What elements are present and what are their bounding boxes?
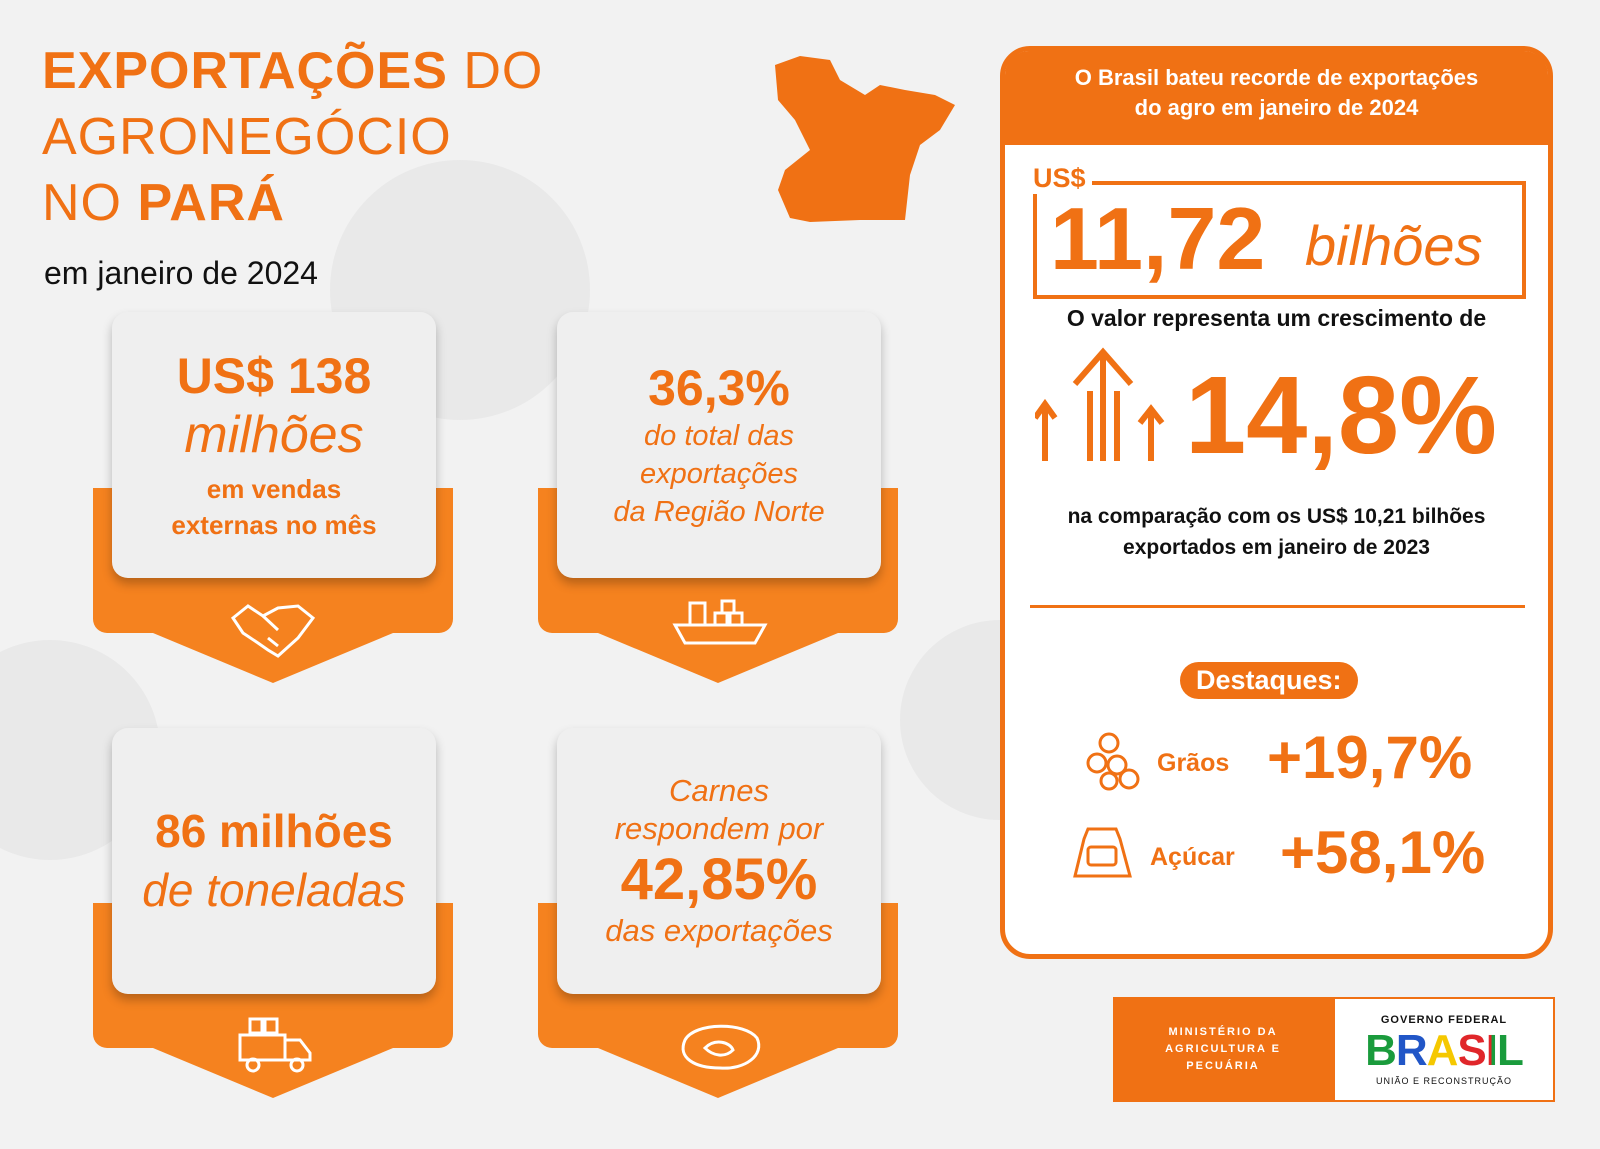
- amount-unit: bilhões: [1305, 214, 1483, 277]
- divider: [1030, 605, 1525, 608]
- ship-icon: [672, 599, 768, 645]
- meat-icon: [681, 1024, 761, 1070]
- ministry-line: PECUÁRIA: [1186, 1060, 1260, 1072]
- card: Carnes respondem por 42,85% das exportaç…: [557, 728, 881, 994]
- highlight-value: +58,1%: [1280, 819, 1486, 886]
- card-unit: milhões: [184, 406, 364, 464]
- title-line: AGRONEGÓCIO: [42, 108, 452, 166]
- ministry-logo: MINISTÉRIO DA AGRICULTURA E PECUÁRIA: [1113, 997, 1333, 1102]
- card-value: US$ 138: [176, 348, 372, 404]
- panel-header-line: do agro em janeiro de 2024: [1134, 95, 1419, 120]
- card-text: do total das: [644, 420, 794, 452]
- amount: 11,72: [1050, 189, 1266, 288]
- summary-panel: O Brasil bateu recorde de exportações do…: [1000, 46, 1553, 959]
- currency: US$: [1027, 163, 1092, 194]
- card-value: 36,3%: [648, 360, 790, 416]
- growth-arrows: [1035, 347, 1165, 461]
- title-light: NO: [42, 174, 122, 232]
- comparison-line: exportados em janeiro de 2023: [1123, 536, 1430, 559]
- card-text: exportações: [640, 458, 798, 490]
- government-logo: GOVERNO FEDERAL BRASIL UNIÃO E RECONSTRU…: [1333, 997, 1555, 1102]
- card-text: Carnes: [669, 773, 769, 808]
- highlight-label: Grãos: [1157, 749, 1230, 777]
- card-text: da Região Norte: [613, 496, 825, 528]
- sugar-icon: [1073, 827, 1132, 878]
- growth-intro: O valor representa um crescimento de: [1066, 305, 1487, 331]
- card: 36,3% do total das exportações da Região…: [557, 312, 881, 578]
- government-label: GOVERNO FEDERAL: [1380, 1013, 1508, 1026]
- card-text: de toneladas: [142, 864, 406, 916]
- panel-header: O Brasil bateu recorde de exportações do…: [1005, 51, 1548, 145]
- card: US$ 138 milhões em vendas externas no mê…: [112, 312, 436, 578]
- comparison-line: na comparação com os US$ 10,21 bilhões: [1067, 505, 1486, 528]
- amount-box: [1033, 181, 1526, 299]
- card-value: 86 milhões: [155, 805, 393, 857]
- state-map: [775, 56, 955, 222]
- handshake-icon: [230, 604, 316, 658]
- brand: BRASIL: [1365, 1025, 1524, 1075]
- truck-icon: [238, 1017, 312, 1073]
- card-pointer: [598, 633, 838, 683]
- ministry-line: MINISTÉRIO DA: [1168, 1026, 1278, 1038]
- grain-icon: [1086, 732, 1140, 791]
- card-text: externas no mês: [171, 510, 377, 540]
- tagline: UNIÃO E RECONSTRUÇÃO: [1375, 1075, 1512, 1086]
- card-text: das exportações: [605, 913, 833, 948]
- title-light: DO: [463, 42, 544, 100]
- growth-value: 14,8%: [1185, 354, 1497, 477]
- card-text: em vendas: [206, 474, 342, 504]
- comparison: na comparação com os US$ 10,21 bilhões e…: [1005, 501, 1548, 563]
- subtitle: em janeiro de 2024: [44, 255, 318, 291]
- highlight-label: Açúcar: [1150, 843, 1235, 871]
- title-bold: EXPORTAÇÕES: [42, 42, 448, 100]
- title-bold: PARÁ: [137, 174, 285, 232]
- card-value: 42,85%: [620, 847, 818, 912]
- highlight-value: +19,7%: [1267, 724, 1473, 791]
- card-pointer: [153, 1048, 393, 1098]
- highlights-title: Destaques:: [1180, 662, 1358, 699]
- card: 86 milhões de toneladas: [112, 728, 436, 994]
- ministry-line: AGRICULTURA E: [1165, 1043, 1281, 1055]
- title: EXPORTAÇÕES DO AGRONEGÓCIO NO PARÁ: [42, 38, 543, 236]
- card-text: respondem por: [614, 811, 824, 846]
- panel-header-line: O Brasil bateu recorde de exportações: [1074, 65, 1479, 90]
